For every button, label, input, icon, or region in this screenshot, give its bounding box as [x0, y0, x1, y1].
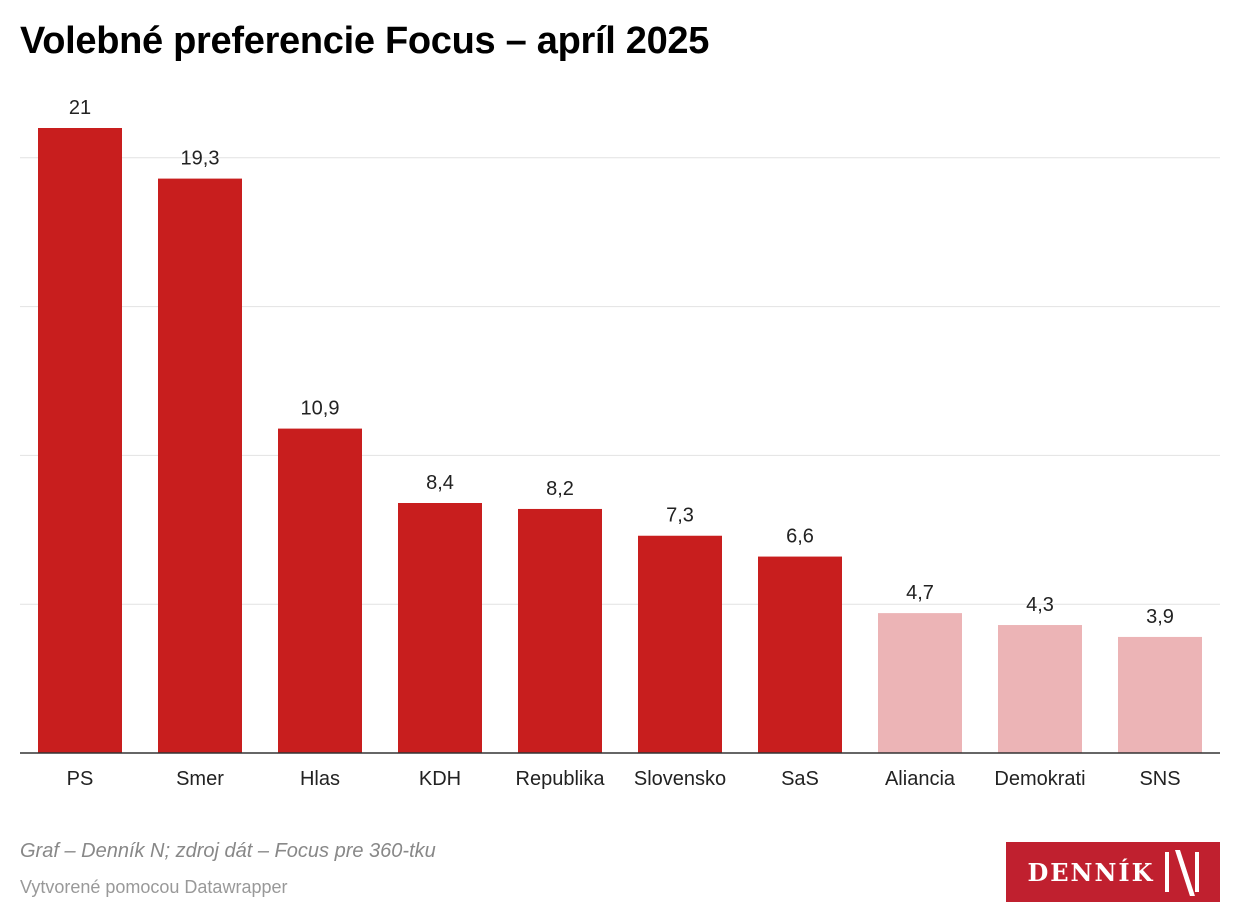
data-label: 19,3	[181, 148, 220, 170]
x-tick-label: Aliancia	[885, 768, 956, 790]
data-label: 4,7	[906, 582, 934, 604]
datawrapper-credit[interactable]: Vytvorené pomocou Datawrapper	[20, 877, 288, 897]
data-label: 3,9	[1146, 606, 1174, 628]
chart-title: Volebné preferencie Focus – apríl 2025	[20, 20, 710, 62]
data-label: 8,4	[426, 472, 454, 494]
data-label: 6,6	[786, 526, 814, 548]
bar-aliancia	[878, 613, 962, 753]
data-label: 10,9	[301, 398, 340, 420]
data-label: 8,2	[546, 478, 574, 500]
x-tick-label: SaS	[781, 768, 819, 790]
bar-hlas	[278, 428, 362, 753]
x-tick-label: Hlas	[300, 768, 340, 790]
x-tick-label: Smer	[176, 768, 224, 790]
bar-slovensko	[638, 535, 722, 753]
bar-demokrati	[998, 625, 1082, 753]
data-label: 7,3	[666, 505, 694, 527]
x-tick-label: Slovensko	[634, 768, 726, 790]
x-tick-label: Republika	[516, 768, 606, 790]
bar-sas	[758, 556, 842, 753]
bar-kdh	[398, 503, 482, 753]
bar-ps	[38, 128, 122, 753]
source-note: Graf – Denník N; zdroj dát – Focus pre 3…	[20, 840, 436, 862]
dennik-n-logo: DENNÍK	[1006, 842, 1220, 902]
data-label: 4,3	[1026, 594, 1054, 616]
bar-chart: 21 PS 19,3 Smer 10,9 Hlas 8,4 KDH 8,2 Republika 7,…	[20, 97, 1220, 790]
bars	[38, 128, 1202, 754]
bar-republika	[518, 508, 602, 753]
bar-smer	[158, 178, 242, 754]
x-tick-label: SNS	[1139, 768, 1180, 790]
x-tick-label: KDH	[419, 768, 461, 790]
x-tick-label: PS	[67, 768, 94, 790]
x-tick-label: Demokrati	[994, 768, 1085, 790]
data-label: 21	[69, 97, 91, 119]
labels: 21 PS 19,3 Smer 10,9 Hlas 8,4 KDH 8,2 Republika 7,…	[67, 97, 1181, 790]
bar-sns	[1118, 636, 1202, 753]
